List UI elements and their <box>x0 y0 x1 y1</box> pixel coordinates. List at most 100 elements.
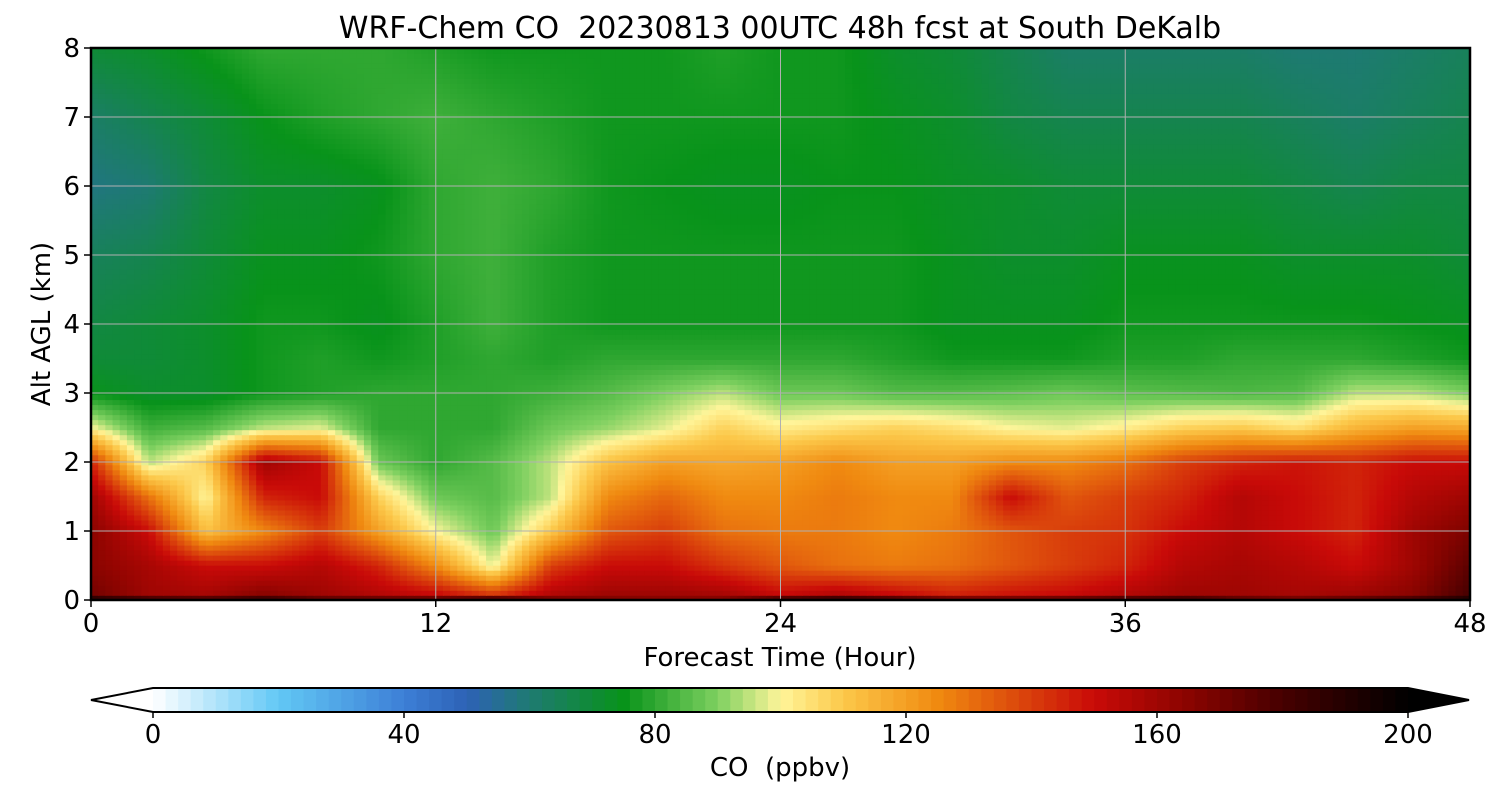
heat-cell <box>615 559 624 566</box>
heat-cell <box>227 574 236 581</box>
heat-cell <box>1297 564 1306 571</box>
heat-cell <box>809 514 818 521</box>
heat-cell <box>1297 499 1306 506</box>
heat-cell <box>1441 564 1450 571</box>
heat-cell <box>629 539 638 546</box>
heat-cell <box>816 524 825 531</box>
heat-cell <box>636 519 645 526</box>
heat-cell <box>1125 564 1134 571</box>
heat-cell <box>536 549 545 556</box>
heat-cell <box>162 474 171 481</box>
heat-cell <box>1462 564 1470 571</box>
heat-cell <box>1039 479 1048 486</box>
heat-cell <box>500 504 509 511</box>
heat-cell <box>213 569 222 576</box>
heat-cell <box>794 474 803 481</box>
heat-cell <box>284 529 293 536</box>
heat-cell <box>1153 564 1162 571</box>
heat-cell <box>378 569 387 576</box>
heat-cell <box>500 524 509 531</box>
heat-cell <box>859 519 868 526</box>
heat-cell <box>1326 504 1335 511</box>
heat-cell <box>119 559 128 566</box>
heat-cell <box>550 474 559 481</box>
heat-cell <box>1347 509 1356 516</box>
heat-cell <box>1003 564 1012 571</box>
heat-cell <box>895 514 904 521</box>
heat-cell <box>435 509 444 516</box>
heat-cell <box>349 569 358 576</box>
heat-cell <box>694 519 703 526</box>
heat-cell <box>478 589 487 596</box>
heat-cell <box>1376 509 1385 516</box>
heat-cell <box>665 539 674 546</box>
heat-cell <box>284 479 293 486</box>
heat-cell <box>306 494 315 501</box>
heat-cell <box>859 554 868 561</box>
heat-cell <box>1276 539 1285 546</box>
heat-cell <box>1455 504 1464 511</box>
heat-cell <box>902 564 911 571</box>
heat-cell <box>1462 549 1470 556</box>
heat-cell <box>1010 554 1019 561</box>
heat-cell <box>1268 564 1277 571</box>
heat-cell <box>1412 569 1421 576</box>
heat-cell <box>1355 469 1364 476</box>
heat-cell <box>385 469 394 476</box>
heat-cell <box>1024 544 1033 551</box>
heat-cell <box>464 479 473 486</box>
heat-cell <box>1060 574 1069 581</box>
heat-cell <box>1283 549 1292 556</box>
heat-cell <box>220 469 229 476</box>
heat-cell <box>91 594 99 600</box>
heat-cell <box>1441 589 1450 596</box>
heat-cell <box>98 539 107 546</box>
heat-cell <box>385 594 394 600</box>
heat-cell <box>1304 589 1313 596</box>
heat-cell <box>1426 529 1435 536</box>
heat-cell <box>1175 484 1184 491</box>
heat-cell <box>550 589 559 596</box>
heat-cell <box>565 509 574 516</box>
heat-cell <box>299 579 308 586</box>
heat-cell <box>1434 524 1443 531</box>
heat-cell <box>1434 479 1443 486</box>
heat-cell <box>1039 514 1048 521</box>
heat-cell <box>191 559 200 566</box>
heat-cell <box>507 519 516 526</box>
heat-cell <box>198 514 207 521</box>
heat-cell <box>787 469 796 476</box>
heat-cell <box>1218 569 1227 576</box>
heat-cell <box>866 489 875 496</box>
heat-cell <box>1168 549 1177 556</box>
heat-cell <box>579 494 588 501</box>
heat-cell <box>421 504 430 511</box>
heat-cell <box>141 584 150 591</box>
heat-cell <box>701 499 710 506</box>
heat-cell <box>888 579 897 586</box>
heat-cell <box>1290 519 1299 526</box>
heat-cell <box>1311 489 1320 496</box>
heat-cell <box>486 589 495 596</box>
heat-cell <box>112 569 121 576</box>
heat-cell <box>126 534 135 541</box>
heat-cell <box>134 554 143 561</box>
heat-cell <box>1010 539 1019 546</box>
heat-cell <box>1455 534 1464 541</box>
heat-cell <box>873 564 882 571</box>
heat-cell <box>1153 544 1162 551</box>
heat-cell <box>608 514 617 521</box>
heat-cell <box>615 539 624 546</box>
heat-cell <box>758 544 767 551</box>
heat-cell <box>1434 569 1443 576</box>
heat-cell <box>1369 554 1378 561</box>
heat-cell <box>816 574 825 581</box>
heat-cell <box>572 514 581 521</box>
heat-cell <box>830 589 839 596</box>
heat-cell <box>1082 529 1091 536</box>
heat-cell <box>794 524 803 531</box>
heat-cell <box>579 499 588 506</box>
heat-cell <box>134 499 143 506</box>
heat-cell <box>708 574 717 581</box>
heat-cell <box>277 494 286 501</box>
